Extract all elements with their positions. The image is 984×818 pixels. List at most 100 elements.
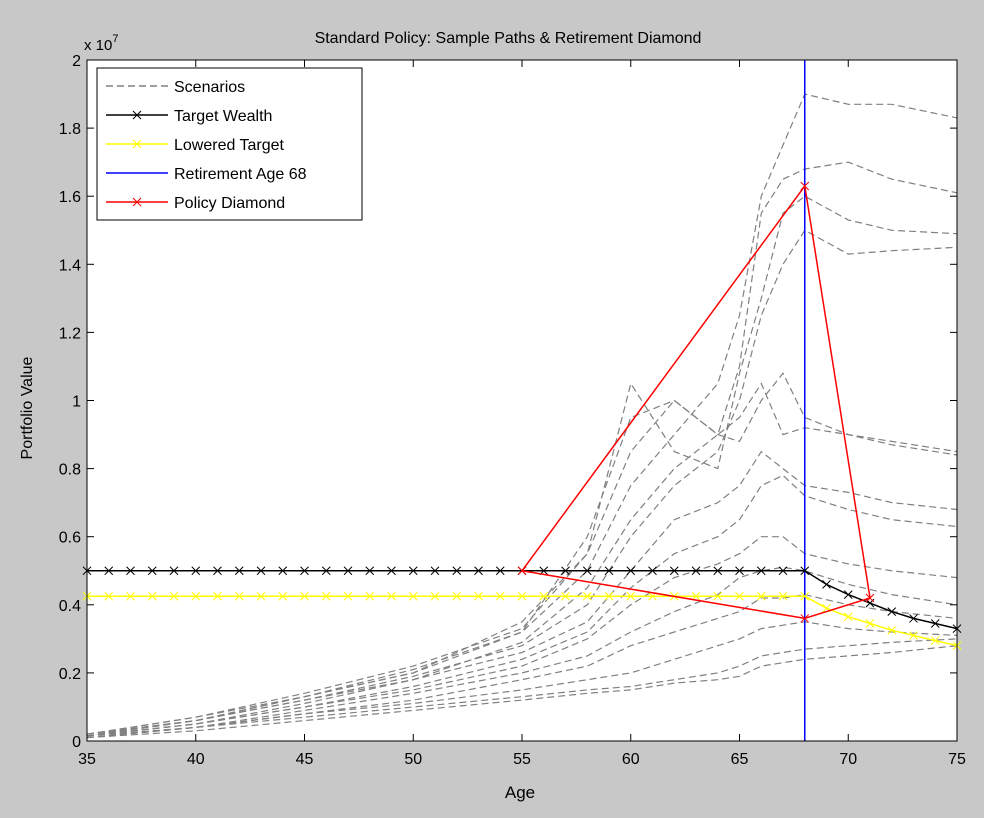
y-tick-label: 1.4 bbox=[59, 257, 81, 274]
x-tick-label: 55 bbox=[513, 751, 531, 768]
target-wealth-marker bbox=[887, 607, 897, 616]
y-tick-label: 2 bbox=[72, 53, 81, 70]
target-wealth-marker bbox=[713, 566, 723, 576]
y-multiplier-exponent: 7 bbox=[112, 33, 118, 45]
legend-item: Retirement Age 68 bbox=[106, 166, 307, 183]
y-tick-label: 1 bbox=[72, 394, 81, 411]
scenario-line-4 bbox=[86, 229, 958, 735]
policy-diamond-marker bbox=[865, 593, 875, 603]
x-tick-label: 45 bbox=[296, 751, 314, 768]
lowered-target-marker bbox=[713, 591, 723, 601]
y-tick-label: 1.6 bbox=[59, 189, 81, 206]
scenario-line-6 bbox=[86, 382, 958, 735]
lowered-target-marker bbox=[495, 591, 505, 601]
lowered-target-marker bbox=[452, 591, 462, 601]
lowered-target-marker bbox=[256, 591, 266, 601]
lowered-target-marker bbox=[365, 591, 375, 601]
lowered-target-marker bbox=[582, 591, 592, 601]
target-wealth-marker bbox=[321, 566, 331, 576]
target-wealth-marker bbox=[213, 566, 222, 576]
scenario-line-11 bbox=[86, 593, 958, 739]
y-multiplier-base: x 10 bbox=[84, 37, 112, 54]
x-tick-label: 40 bbox=[187, 751, 205, 768]
target-wealth-marker bbox=[474, 566, 483, 576]
scenario-line-8 bbox=[86, 474, 958, 737]
legend-item: Target Wealth bbox=[106, 108, 272, 125]
target-wealth-marker bbox=[582, 566, 592, 576]
lowered-target-marker bbox=[756, 591, 766, 601]
scenario-line-12 bbox=[86, 621, 958, 739]
legend-marker bbox=[132, 197, 142, 207]
target-wealth-marker bbox=[365, 566, 375, 576]
target-wealth-marker bbox=[104, 566, 114, 576]
legend-item: Scenarios bbox=[106, 79, 245, 96]
target-wealth-marker bbox=[387, 566, 396, 576]
legend-label: Policy Diamond bbox=[174, 195, 285, 212]
lowered-target-marker bbox=[561, 591, 570, 601]
lowered-target-marker bbox=[800, 591, 810, 601]
legend-label: Target Wealth bbox=[174, 108, 272, 125]
chart-title: Standard Policy: Sample Paths & Retireme… bbox=[315, 30, 702, 47]
lowered-target-marker bbox=[887, 625, 897, 635]
y-multiplier: x 107 bbox=[84, 33, 118, 54]
target-wealth-marker bbox=[735, 566, 744, 576]
target-wealth-marker bbox=[452, 566, 462, 576]
y-tick-label: 0.4 bbox=[59, 598, 81, 615]
y-axis-label: Portfolio Value bbox=[19, 356, 36, 459]
lowered-target-marker bbox=[930, 636, 940, 645]
policy-diamond-marker bbox=[800, 181, 810, 191]
target-wealth-marker bbox=[756, 566, 766, 576]
target-wealth-marker bbox=[147, 566, 157, 576]
lowered-target-marker bbox=[343, 591, 353, 601]
scenario-line-7 bbox=[86, 450, 958, 737]
x-tick-label: 60 bbox=[622, 751, 640, 768]
target-wealth-marker bbox=[626, 566, 636, 576]
target-wealth-marker bbox=[495, 566, 505, 576]
lowered-target-marker bbox=[735, 591, 744, 601]
scenario-line-3 bbox=[86, 195, 958, 735]
x-tick-label: 70 bbox=[839, 751, 857, 768]
y-tick-label: 0.2 bbox=[59, 666, 81, 683]
lowered-target-marker bbox=[430, 591, 440, 601]
lowered-target-marker bbox=[626, 591, 636, 601]
target-wealth-marker bbox=[691, 566, 701, 576]
lowered-target-marker bbox=[213, 591, 222, 601]
x-tick-label: 75 bbox=[948, 751, 966, 768]
target-wealth-marker bbox=[930, 619, 940, 628]
lowered-target-marker bbox=[539, 591, 549, 601]
legend-marker bbox=[132, 110, 142, 120]
legend-item: Lowered Target bbox=[106, 137, 285, 154]
x-tick-label: 50 bbox=[404, 751, 422, 768]
scenario-line-2 bbox=[86, 161, 958, 737]
lowered-target-marker bbox=[909, 631, 918, 640]
lowered-target-marker bbox=[517, 591, 527, 601]
target-wealth-marker bbox=[909, 614, 918, 623]
scenario-line-14 bbox=[86, 645, 958, 739]
lowered-target-marker bbox=[169, 591, 179, 601]
lowered-target-marker bbox=[843, 612, 853, 622]
lowered-target-marker bbox=[300, 591, 309, 601]
lowered-target-marker bbox=[474, 591, 483, 601]
policy-diamond-marker bbox=[800, 614, 810, 623]
target-wealth-marker bbox=[778, 566, 788, 576]
legend-marker bbox=[132, 139, 142, 149]
target-wealth-marker bbox=[604, 566, 614, 576]
x-axis-label: Age bbox=[505, 783, 535, 802]
legend-label: Lowered Target bbox=[174, 137, 285, 154]
target-wealth-marker bbox=[234, 566, 244, 576]
target-wealth-marker bbox=[343, 566, 353, 576]
lowered-target-marker bbox=[234, 591, 244, 601]
lowered-target-marker bbox=[321, 591, 331, 601]
y-tick-label: 0.8 bbox=[59, 462, 81, 479]
x-tick-label: 35 bbox=[78, 751, 96, 768]
scenario-line-10 bbox=[86, 566, 958, 737]
x-tick-label: 65 bbox=[731, 751, 749, 768]
lowered-target-marker bbox=[191, 591, 201, 601]
lowered-target-marker bbox=[147, 591, 157, 601]
y-tick-label: 1.2 bbox=[59, 325, 81, 342]
target-wealth-marker bbox=[169, 566, 179, 576]
series-layer bbox=[82, 60, 962, 741]
target-wealth-marker bbox=[256, 566, 266, 576]
target-wealth-marker bbox=[822, 580, 831, 589]
target-wealth-marker bbox=[300, 566, 309, 576]
